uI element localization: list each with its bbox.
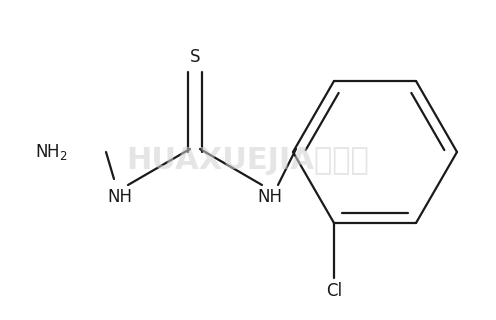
Text: HUAXUEJIA化学加: HUAXUEJIA化学加 (126, 146, 370, 174)
Text: Cl: Cl (326, 282, 342, 300)
Text: NH: NH (257, 188, 283, 206)
Text: NH: NH (108, 188, 132, 206)
Text: NH$_2$: NH$_2$ (35, 142, 68, 162)
Text: S: S (190, 48, 200, 66)
